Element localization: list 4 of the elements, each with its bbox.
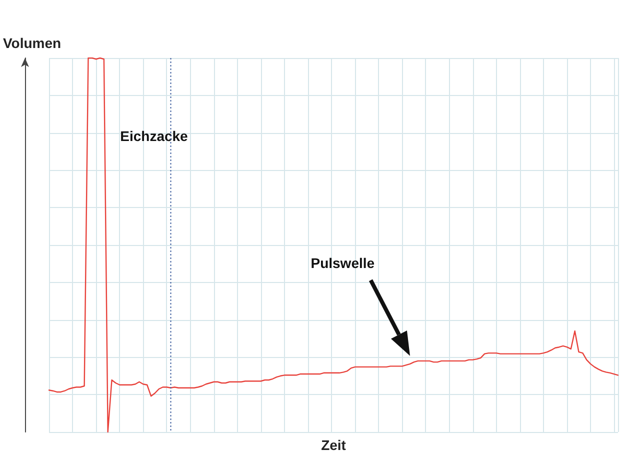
y-axis-title: Volumen	[3, 35, 62, 51]
annotation: Eichzacke	[120, 128, 188, 144]
x-axis-title: Zeit	[321, 437, 346, 453]
annotation: Pulswelle	[310, 255, 375, 272]
